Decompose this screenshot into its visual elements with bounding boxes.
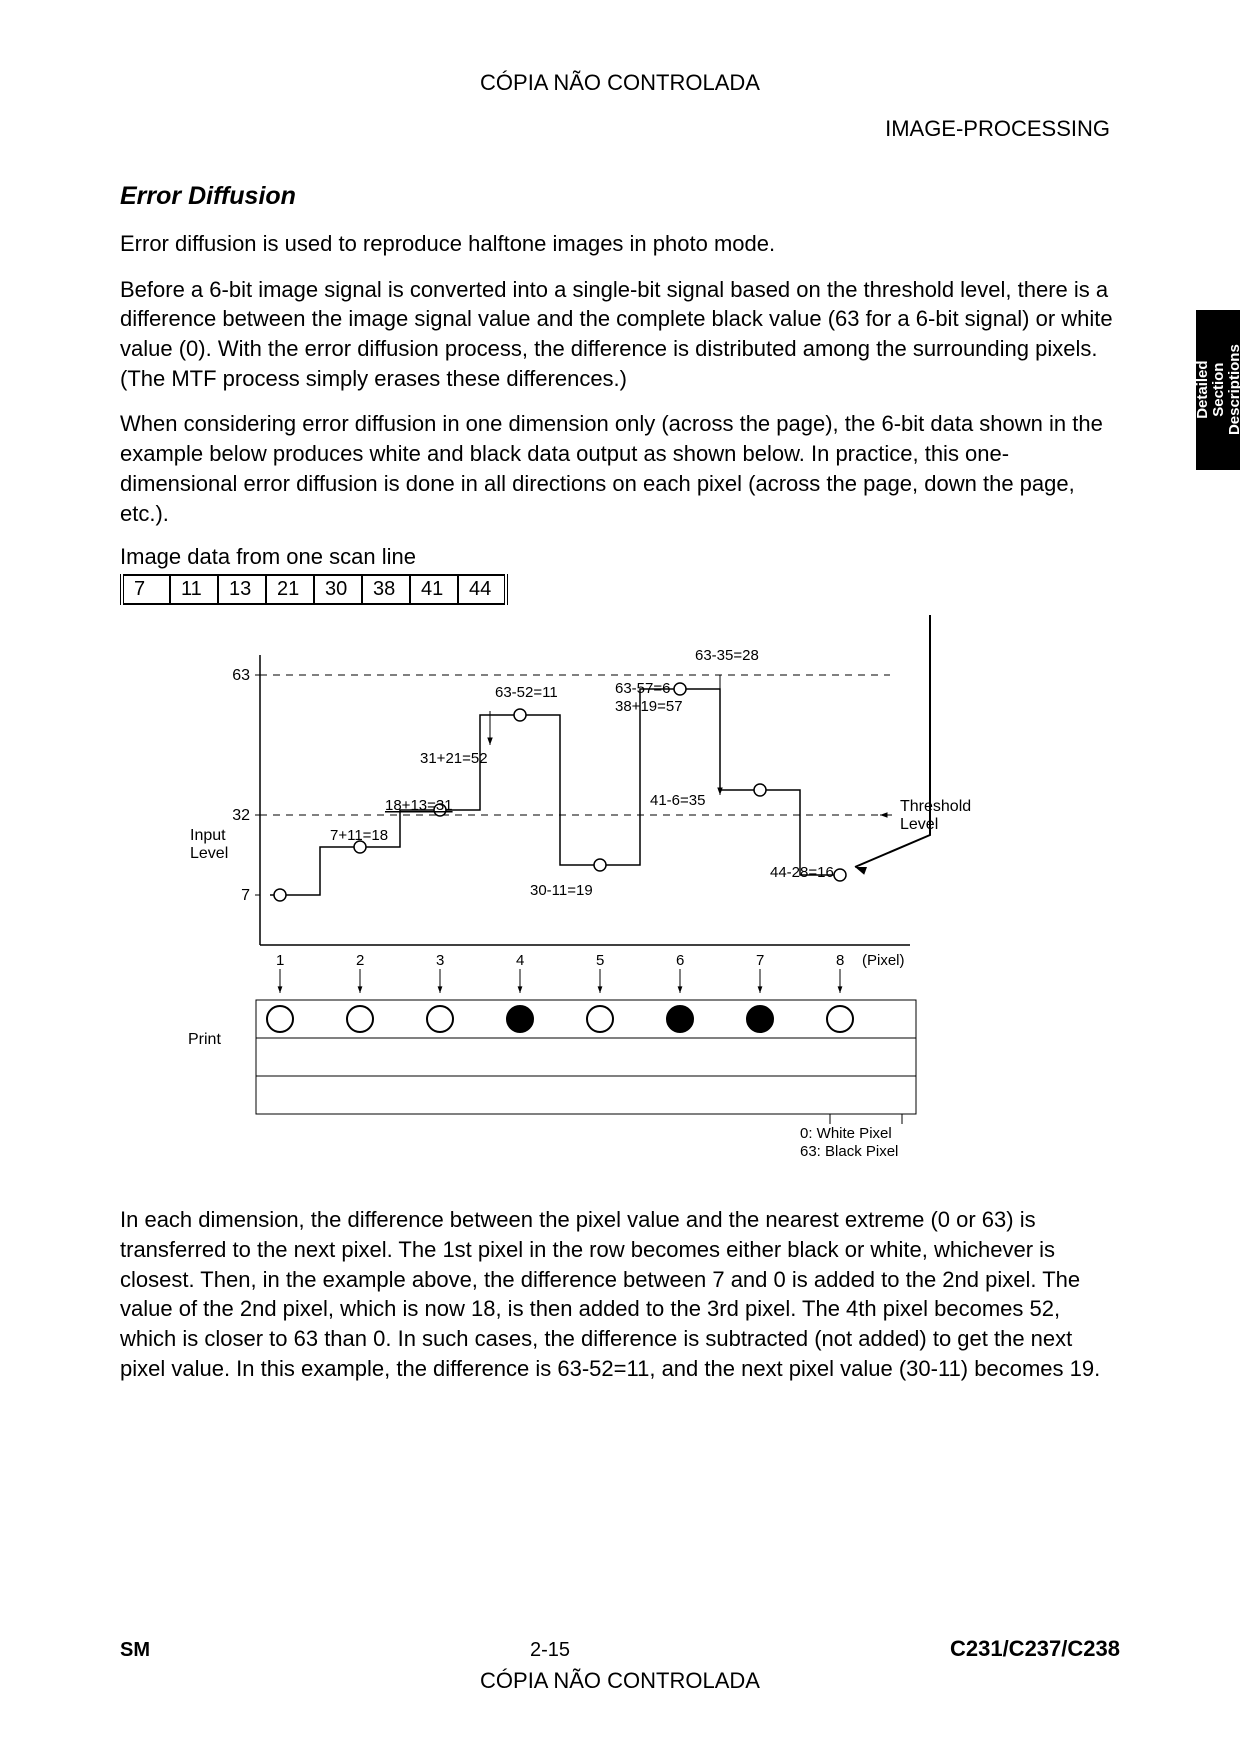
svg-text:5: 5 bbox=[596, 952, 604, 969]
footer-page-num: 2-15 bbox=[530, 1639, 570, 1662]
scan-line-table: 711132130384144 bbox=[120, 574, 508, 605]
svg-text:Input: Input bbox=[190, 827, 226, 844]
svg-text:Level: Level bbox=[900, 816, 938, 833]
svg-text:3: 3 bbox=[436, 952, 444, 969]
header-watermark-top: CÓPIA NÃO CONTROLADA bbox=[120, 70, 1120, 96]
scan-cell: 44 bbox=[458, 575, 506, 604]
svg-text:63-52=11: 63-52=11 bbox=[495, 684, 558, 701]
footer-model: C231/C237/C238 bbox=[950, 1636, 1120, 1662]
svg-text:Threshold: Threshold bbox=[900, 798, 971, 815]
svg-text:(Pixel): (Pixel) bbox=[862, 952, 905, 969]
svg-text:1: 1 bbox=[276, 952, 284, 969]
scan-cell: 21 bbox=[266, 575, 314, 604]
svg-text:7+11=18: 7+11=18 bbox=[330, 827, 388, 844]
header-section-name: IMAGE-PROCESSING bbox=[120, 116, 1120, 142]
scan-caption: Image data from one scan line bbox=[120, 544, 1120, 570]
svg-text:18+13=31: 18+13=31 bbox=[385, 797, 453, 814]
paragraph-2: Before a 6-bit image signal is converted… bbox=[120, 275, 1120, 394]
svg-text:63-35=28: 63-35=28 bbox=[695, 647, 759, 664]
scan-cell: 11 bbox=[170, 575, 218, 604]
svg-text:44-28=16: 44-28=16 bbox=[770, 864, 834, 881]
scan-cell: 7 bbox=[122, 575, 170, 604]
side-tab: DetailedSectionDescriptions bbox=[1196, 310, 1240, 470]
paragraph-3: When considering error diffusion in one … bbox=[120, 409, 1120, 528]
svg-text:30-11=19: 30-11=19 bbox=[530, 882, 593, 899]
footer-watermark-bottom: CÓPIA NÃO CONTROLADA bbox=[120, 1668, 1120, 1694]
svg-text:41-6=35: 41-6=35 bbox=[650, 792, 705, 809]
svg-text:31+21=52: 31+21=52 bbox=[420, 750, 488, 767]
svg-text:Print: Print bbox=[188, 1031, 221, 1048]
svg-text:7: 7 bbox=[756, 952, 764, 969]
svg-text:8: 8 bbox=[836, 952, 844, 969]
svg-text:2: 2 bbox=[356, 952, 364, 969]
scan-cell: 38 bbox=[362, 575, 410, 604]
svg-text:0: White Pixel: 0: White Pixel bbox=[800, 1125, 892, 1142]
error-diffusion-diagram: 63327ThresholdLevelInputLevel63-35=2863-… bbox=[160, 615, 980, 1175]
section-title: Error Diffusion bbox=[120, 182, 1120, 211]
scan-cell: 13 bbox=[218, 575, 266, 604]
svg-text:7: 7 bbox=[241, 887, 250, 904]
svg-text:63-57=6: 63-57=6 bbox=[615, 680, 670, 697]
svg-text:Level: Level bbox=[190, 845, 228, 862]
paragraph-1: Error diffusion is used to reproduce hal… bbox=[120, 229, 1120, 259]
footer-sm: SM bbox=[120, 1639, 150, 1662]
page-footer: SM 2-15 C231/C237/C238 CÓPIA NÃO CONTROL… bbox=[120, 1636, 1120, 1694]
svg-text:63: Black Pixel: 63: Black Pixel bbox=[800, 1143, 898, 1160]
svg-text:4: 4 bbox=[516, 952, 524, 969]
scan-cell: 30 bbox=[314, 575, 362, 604]
svg-text:32: 32 bbox=[232, 807, 250, 824]
svg-text:6: 6 bbox=[676, 952, 684, 969]
paragraph-4: In each dimension, the difference betwee… bbox=[120, 1205, 1120, 1383]
scan-cell: 41 bbox=[410, 575, 458, 604]
svg-text:63: 63 bbox=[232, 667, 250, 684]
svg-text:38+19=57: 38+19=57 bbox=[615, 698, 683, 715]
